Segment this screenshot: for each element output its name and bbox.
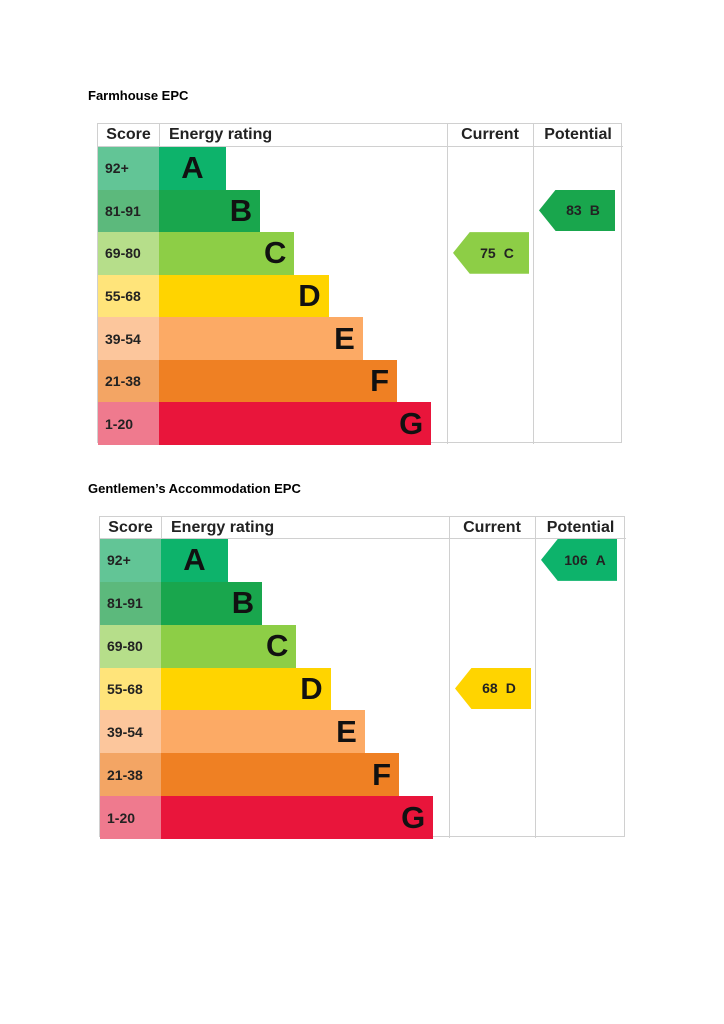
band-bar: B bbox=[159, 189, 261, 233]
divider bbox=[100, 538, 626, 539]
band-bar: A bbox=[159, 147, 226, 190]
band-score: 81-91 bbox=[100, 581, 161, 625]
epc-table: Score Energy rating Current Potential 92+ A 81… bbox=[97, 123, 623, 445]
current-arrow: 68 D bbox=[455, 667, 531, 710]
band-bar: D bbox=[159, 274, 329, 318]
header-potential: Potential bbox=[546, 518, 615, 536]
current-arrow: 75 C bbox=[453, 232, 529, 274]
band-score: 69-80 bbox=[98, 232, 159, 275]
arrow-text: 68 bbox=[482, 680, 498, 697]
arrow-text: D bbox=[505, 680, 516, 697]
header-rating: Energy rating bbox=[171, 518, 275, 536]
header-current: Current bbox=[461, 126, 519, 143]
section-title: Gentlemen’s Accommodation EPC bbox=[88, 481, 301, 496]
divider bbox=[161, 517, 162, 538]
band-score: 69-80 bbox=[100, 624, 161, 668]
header-current: Current bbox=[463, 518, 521, 536]
band-score: 92+ bbox=[100, 539, 161, 582]
arrow-text: C bbox=[503, 244, 514, 261]
band-bar: C bbox=[161, 624, 297, 668]
header-rating: Energy rating bbox=[169, 126, 273, 143]
divider bbox=[533, 124, 534, 444]
band-bar: E bbox=[159, 317, 363, 360]
band-score: 92+ bbox=[98, 147, 159, 190]
band-bar: F bbox=[161, 753, 399, 797]
potential-arrow: 83 B bbox=[539, 189, 615, 232]
band-score: 21-38 bbox=[98, 359, 159, 403]
band-score: 55-68 bbox=[98, 274, 159, 318]
header-score: Score bbox=[106, 126, 151, 143]
band-bar: G bbox=[159, 402, 432, 445]
divider bbox=[159, 124, 160, 146]
band-bar: F bbox=[159, 359, 397, 403]
band-score: 81-91 bbox=[98, 189, 159, 233]
band-score: 55-68 bbox=[100, 667, 161, 711]
arrow-text: B bbox=[589, 202, 600, 219]
band-bar: B bbox=[161, 581, 263, 625]
header-score: Score bbox=[108, 518, 153, 536]
divider bbox=[449, 517, 450, 838]
epc-table: Score Energy rating Current Potential 92+ A 81… bbox=[99, 516, 626, 839]
band-bar: G bbox=[161, 796, 434, 839]
band-bar: E bbox=[161, 710, 365, 754]
arrow-text: A bbox=[595, 551, 606, 568]
band-score: 1-20 bbox=[98, 402, 159, 445]
divider bbox=[535, 517, 536, 838]
band-score: 39-54 bbox=[100, 710, 161, 754]
divider bbox=[98, 146, 623, 147]
band-bar: C bbox=[159, 232, 295, 275]
header-potential: Potential bbox=[544, 126, 612, 143]
arrow-text: 83 bbox=[566, 202, 582, 219]
arrow-text: 75 bbox=[480, 244, 496, 261]
section-title: Farmhouse EPC bbox=[88, 88, 189, 103]
band-score: 21-38 bbox=[100, 753, 161, 797]
arrow-text: 106 bbox=[564, 551, 588, 568]
band-score: 39-54 bbox=[98, 317, 159, 360]
divider bbox=[447, 124, 448, 444]
band-score: 1-20 bbox=[100, 796, 161, 839]
band-bar: D bbox=[161, 667, 331, 711]
potential-arrow: 106 A bbox=[541, 539, 617, 581]
band-bar: A bbox=[161, 539, 228, 582]
